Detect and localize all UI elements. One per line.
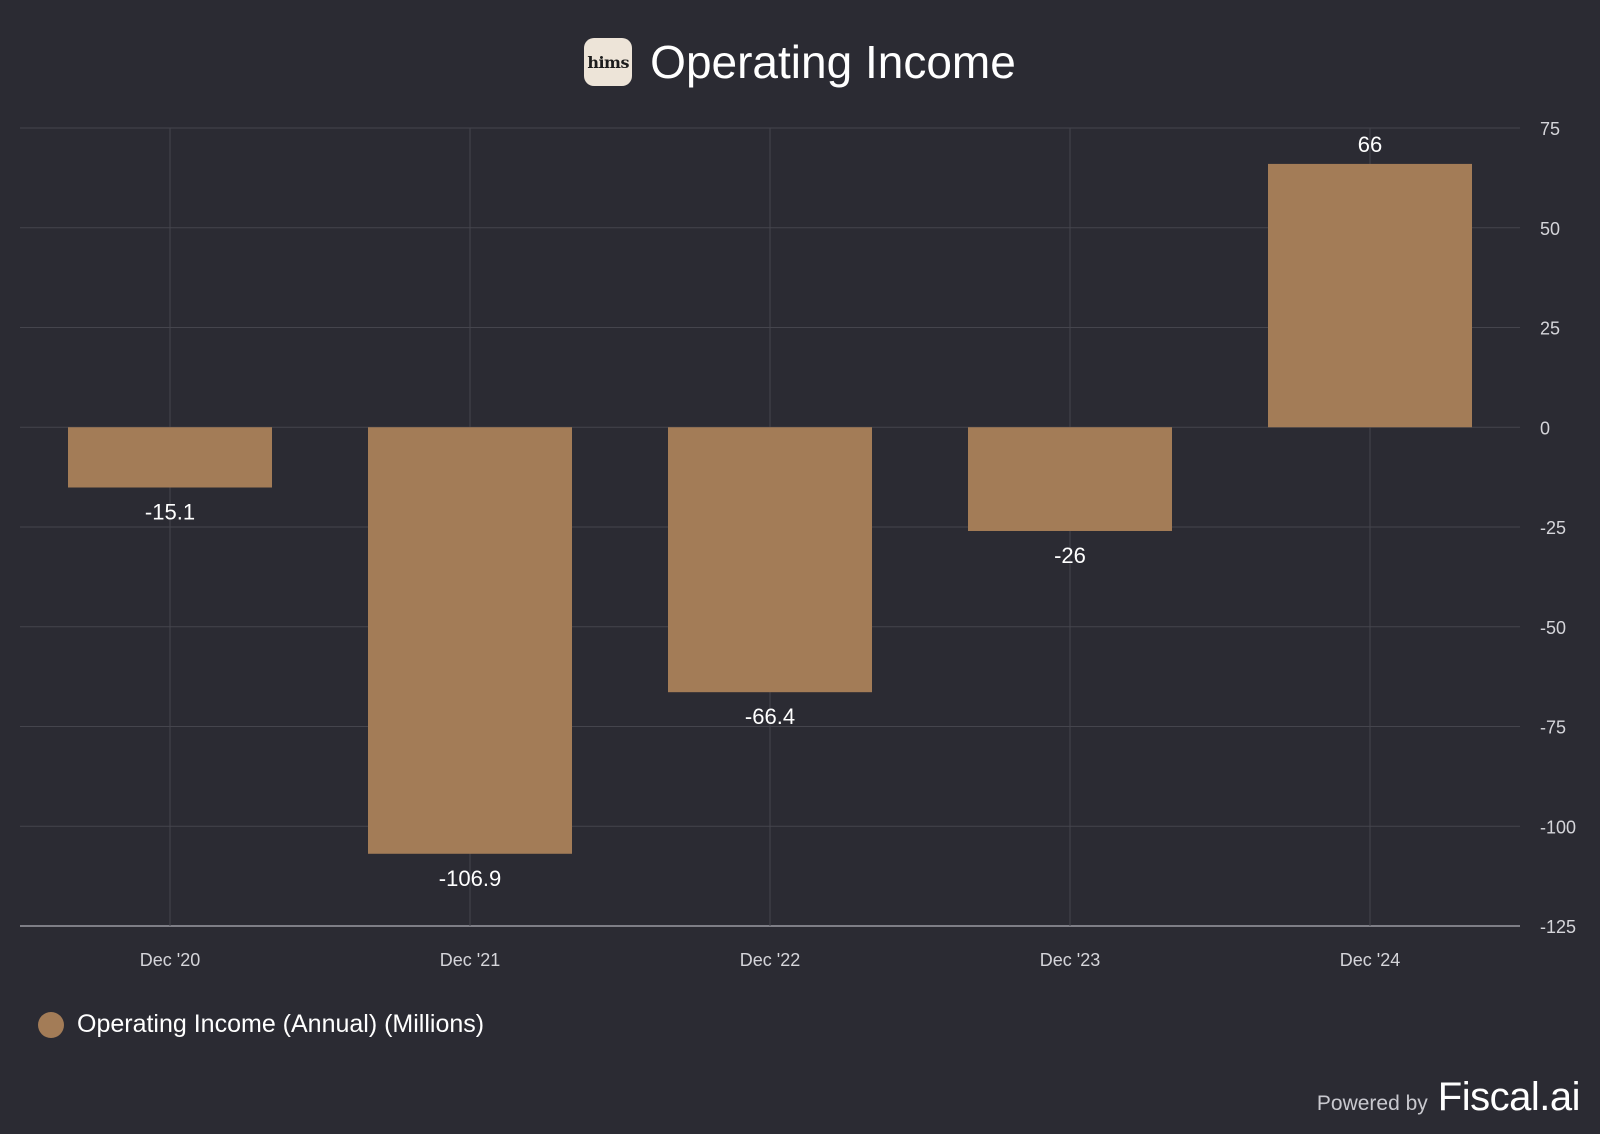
x-axis: Dec '20 Dec '21 Dec '22 Dec '23 Dec '24 [140, 950, 1400, 970]
bar-dec22 [668, 427, 872, 693]
y-tick-label: 50 [1540, 219, 1560, 239]
company-logo: hims [584, 38, 633, 86]
y-tick-label: -75 [1540, 718, 1566, 738]
chart-header: hims Operating Income [0, 30, 1600, 94]
chart-title: Operating Income [650, 36, 1016, 88]
x-tick-label: Dec '23 [1040, 950, 1100, 970]
bar-dec23 [968, 427, 1172, 531]
bar-dec24 [1268, 163, 1472, 428]
legend-label: Operating Income (Annual) (Millions) [77, 1010, 485, 1038]
y-tick-label: 25 [1540, 319, 1560, 339]
y-axis: 75 50 25 0 -25 -50 -75 -100 -125 [1540, 119, 1576, 937]
y-tick-label: -50 [1540, 618, 1566, 638]
data-label: -66.4 [745, 704, 795, 729]
data-label: 66 [1358, 132, 1382, 157]
y-tick-label: -100 [1540, 817, 1576, 837]
powered-by-text: Powered by [1316, 1092, 1428, 1115]
y-tick-label: 75 [1540, 119, 1560, 139]
legend[interactable]: Operating Income (Annual) (Millions) [38, 1010, 484, 1039]
data-label: -106.9 [439, 866, 501, 891]
data-label: -26 [1054, 543, 1086, 568]
fiscal-ai-logo: Fiscal.ai [1437, 1075, 1581, 1119]
x-tick-label: Dec '21 [440, 950, 500, 970]
x-tick-label: Dec '22 [740, 950, 800, 970]
bar-dec21 [368, 427, 572, 854]
bar-dec20 [68, 427, 272, 488]
powered-by[interactable]: Powered by Fiscal.ai [1316, 1075, 1581, 1120]
y-tick-label: -125 [1540, 917, 1576, 937]
y-tick-label: -25 [1540, 518, 1566, 538]
y-tick-label: 0 [1540, 418, 1550, 438]
legend-swatch [38, 1011, 64, 1038]
data-label: -15.1 [145, 499, 195, 524]
logo-text: hims [587, 52, 629, 72]
x-tick-label: Dec '20 [140, 950, 200, 970]
x-tick-label: Dec '24 [1340, 950, 1400, 970]
data-labels: -15.1 -106.9 -66.4 -26 66 [145, 132, 1382, 891]
bars [68, 163, 1472, 854]
